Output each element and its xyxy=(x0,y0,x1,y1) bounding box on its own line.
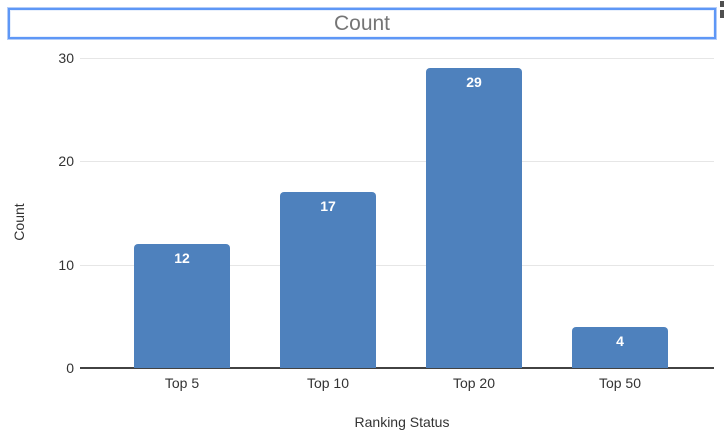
y-tick-label-0: 0 xyxy=(66,360,74,376)
x-axis-baseline xyxy=(80,367,714,369)
x-tick-label-top-50: Top 50 xyxy=(598,375,642,391)
bar-top-50[interactable]: 4 xyxy=(572,326,668,368)
bar-top-5[interactable]: 12 xyxy=(134,244,230,368)
bar-top-10[interactable]: 17 xyxy=(280,192,376,368)
bar-value-label-top-5: 12 xyxy=(174,250,190,266)
y-tick-label-20: 20 xyxy=(58,153,74,170)
bar-value-label-top-10: 17 xyxy=(320,198,336,215)
gridline-10 xyxy=(80,264,714,266)
x-axis-title: Ranking Status xyxy=(354,414,450,430)
y-axis-title: Count xyxy=(11,203,27,241)
x-tick-label-top-10: Top 10 xyxy=(306,375,350,391)
clipped-icon-fragment-top xyxy=(720,1,724,7)
x-tick-label-top-20: Top 20 xyxy=(452,375,496,391)
bar-top-20[interactable]: 29 xyxy=(426,68,522,368)
chart-title-box[interactable]: Count xyxy=(8,8,716,39)
chart-title: Count xyxy=(333,12,391,35)
gridline-20 xyxy=(80,161,714,163)
y-tick-label-10: 10 xyxy=(58,256,74,273)
y-tick-label-30: 30 xyxy=(58,50,74,66)
x-tick-label-top-5: Top 5 xyxy=(164,375,200,391)
clipped-icon-fragment-bottom xyxy=(720,10,724,18)
gridline-30 xyxy=(80,58,714,59)
bar-value-label-top-50: 4 xyxy=(616,332,624,349)
bar-value-label-top-20: 29 xyxy=(466,74,482,91)
